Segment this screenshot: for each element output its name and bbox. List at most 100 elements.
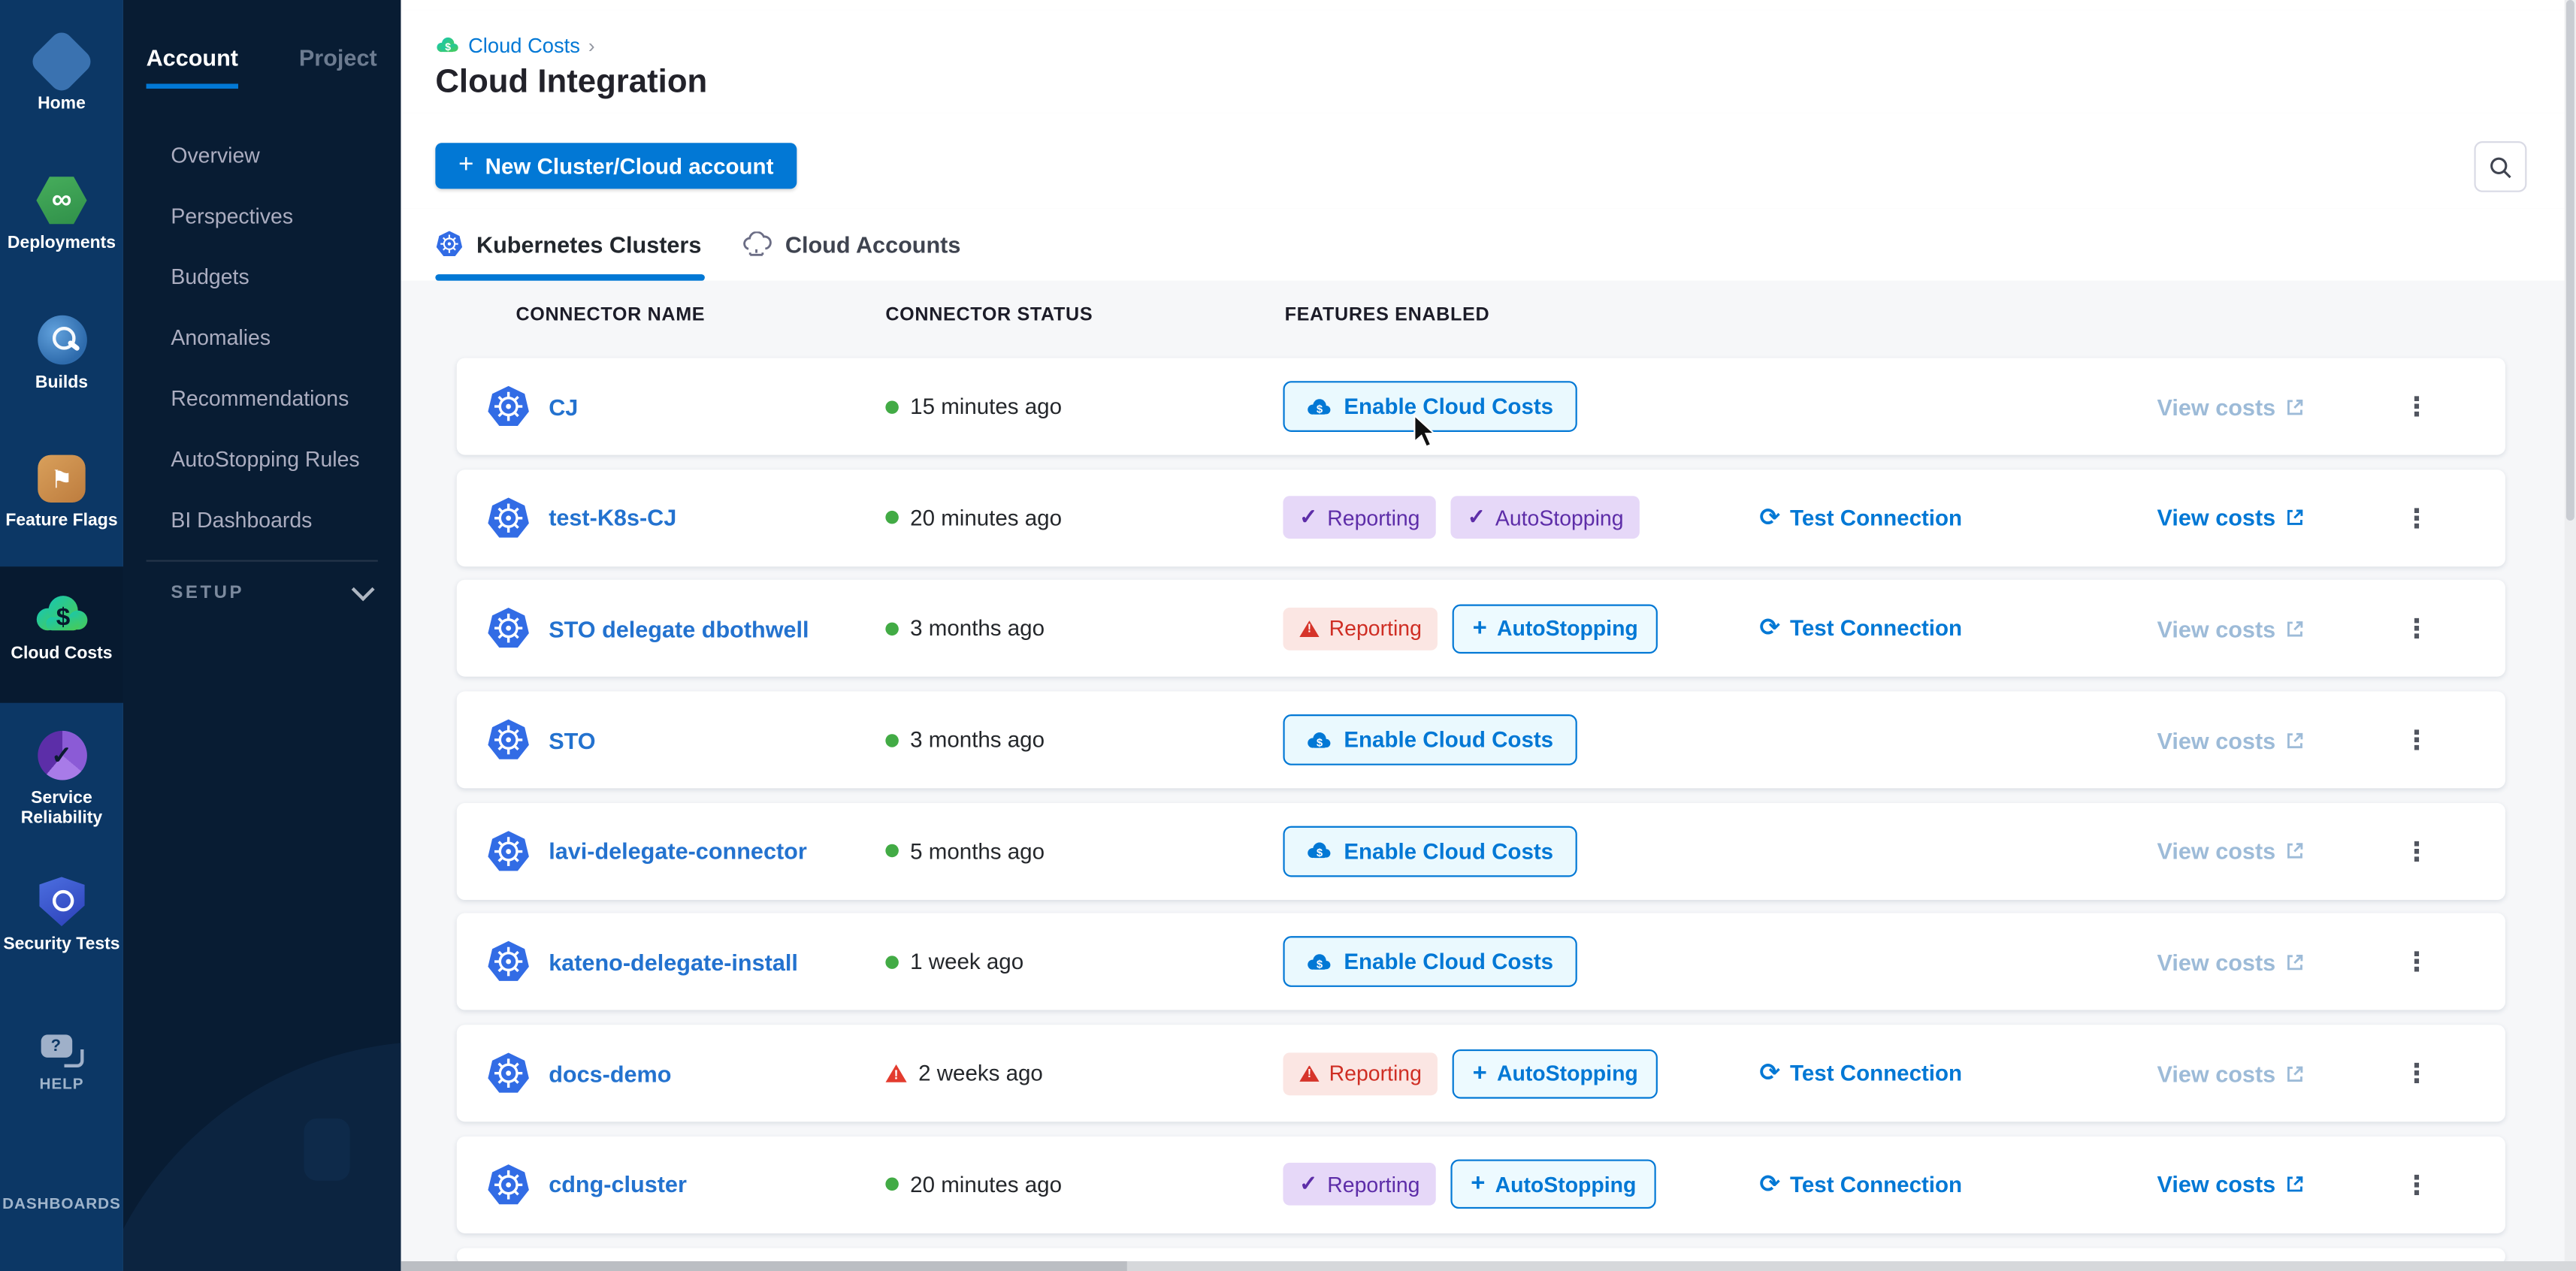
plus-icon: + — [458, 150, 474, 179]
view-costs-link[interactable]: View costs — [2157, 469, 2305, 566]
svg-text:$: $ — [1317, 959, 1323, 971]
add-autostopping-button[interactable]: + AutoStopping — [1453, 1049, 1658, 1098]
rail-label: HELP — [39, 1075, 84, 1094]
external-link-icon — [2287, 398, 2303, 415]
sidebar-item-builds[interactable]: Builds — [0, 315, 123, 393]
scope-tab-project[interactable]: Project — [298, 44, 377, 71]
test-connection-button[interactable]: ⟳ Test Connection — [1759, 469, 1962, 566]
rail-label: Home — [38, 93, 86, 113]
status-ok-icon — [885, 956, 899, 969]
search-button[interactable] — [2474, 141, 2527, 192]
check-icon: ✓ — [1299, 504, 1318, 530]
table-row[interactable]: docs-demo ! 2 weeks ago ! Reporting + Au… — [456, 1025, 2505, 1122]
nav-item-perspectives[interactable]: Perspectives — [171, 204, 294, 228]
vertical-scrollbar-thumb[interactable] — [2565, 0, 2574, 521]
connector-name-link[interactable]: lavi-delegate-connector — [549, 838, 807, 865]
service-reliability-icon — [37, 730, 86, 780]
view-costs-link[interactable]: View costs — [2157, 803, 2305, 900]
sidebar-item-home[interactable]: Home — [0, 28, 123, 113]
table-row[interactable]: cdng-cluster 20 minutes ago ✓ Reporting … — [456, 1136, 2505, 1233]
view-costs-link[interactable]: View costs — [2157, 1136, 2305, 1233]
scope-tab-account[interactable]: Account — [146, 44, 239, 89]
row-menu-button[interactable]: ⋮ — [2403, 692, 2429, 789]
sidebar-item-feature-flags[interactable]: ⚑ Feature Flags — [0, 454, 123, 530]
row-menu-button[interactable]: ⋮ — [2403, 469, 2429, 566]
enable-cloud-costs-button[interactable]: $ Enable Cloud Costs — [1283, 937, 1577, 988]
enable-cloud-costs-button[interactable]: $ Enable Cloud Costs — [1283, 381, 1577, 432]
test-connection-button[interactable]: ⟳ Test Connection — [1759, 1136, 1962, 1233]
kubernetes-connector-icon — [488, 830, 529, 871]
row-menu-button[interactable]: ⋮ — [2403, 358, 2429, 455]
connector-status: 5 months ago — [885, 803, 1045, 900]
tab-kubernetes-clusters[interactable]: Kubernetes Clusters — [435, 209, 701, 279]
nav-item-autostopping-rules[interactable]: AutoStopping Rules — [171, 446, 360, 472]
nav-item-overview[interactable]: Overview — [171, 143, 260, 168]
connector-name-link[interactable]: STO delegate dbothwell — [549, 615, 809, 642]
row-menu-button[interactable]: ⋮ — [2403, 581, 2429, 678]
builds-icon — [37, 315, 86, 365]
table-row[interactable]: test-K8s-CJ 20 minutes ago ✓ Reporting ✓… — [456, 469, 2505, 566]
status-text: 1 week ago — [910, 949, 1024, 975]
row-menu-button[interactable]: ⋮ — [2403, 913, 2429, 1010]
connector-name-link[interactable]: CJ — [549, 393, 579, 420]
view-costs-link[interactable]: View costs — [2157, 692, 2305, 789]
home-icon — [28, 28, 95, 95]
sidebar-item-help[interactable]: ? HELP — [0, 1034, 123, 1095]
row-menu-button[interactable]: ⋮ — [2403, 1136, 2429, 1233]
view-costs-link[interactable]: View costs — [2157, 358, 2305, 455]
view-costs-label: View costs — [2157, 1060, 2276, 1087]
connector-name-link[interactable]: test-K8s-CJ — [549, 504, 677, 531]
features-enabled: ! Reporting + AutoStopping — [1283, 1025, 1658, 1122]
chip-label: Reporting — [1327, 505, 1420, 530]
column-header: FEATURES ENABLED — [1284, 305, 1490, 325]
table-header: CONNECTOR NAME CONNECTOR STATUS FEATURES… — [400, 306, 2576, 339]
horizontal-scrollbar-thumb[interactable] — [400, 1261, 1126, 1271]
add-autostopping-button[interactable]: + AutoStopping — [1451, 1160, 1656, 1209]
sidebar-item-service-reliability[interactable]: Service Reliability — [0, 730, 123, 828]
table-row[interactable]: CJ 15 minutes ago $ Enable Cloud Costs V… — [456, 358, 2505, 455]
table-row-partial[interactable] — [456, 1247, 2505, 1264]
row-menu-button[interactable]: ⋮ — [2403, 803, 2429, 900]
enable-cloud-costs-button[interactable]: $ Enable Cloud Costs — [1283, 714, 1577, 765]
view-costs-link[interactable]: View costs — [2157, 581, 2305, 678]
table-row[interactable]: STO 3 months ago $ Enable Cloud Costs Vi… — [456, 691, 2505, 789]
security-tests-icon — [38, 877, 85, 927]
view-costs-link[interactable]: View costs — [2157, 1025, 2305, 1122]
connector-name-link[interactable]: cdng-cluster — [549, 1171, 687, 1198]
view-costs-link[interactable]: View costs — [2157, 913, 2305, 1010]
table-row[interactable]: STO delegate dbothwell 3 months ago ! Re… — [456, 580, 2505, 678]
connector-name-link[interactable]: docs-demo — [549, 1060, 672, 1087]
cloud-costs-breadcrumb-icon: $ — [437, 37, 458, 53]
error-icon: ! — [1299, 620, 1320, 637]
setup-section-toggle[interactable]: SETUP — [171, 578, 374, 602]
row-menu-button[interactable]: ⋮ — [2403, 1025, 2429, 1122]
breadcrumb-cloud-costs-link[interactable]: Cloud Costs — [468, 33, 580, 57]
new-cluster-cloud-account-button[interactable]: + New Cluster/Cloud account — [435, 143, 797, 189]
sidebar-item-security-tests[interactable]: Security Tests — [0, 877, 123, 954]
add-autostopping-button[interactable]: + AutoStopping — [1453, 604, 1658, 654]
test-connection-button[interactable]: ⟳ Test Connection — [1759, 1025, 1962, 1122]
tab-label: Cloud Accounts — [785, 231, 961, 258]
enable-cloud-costs-button[interactable]: $ Enable Cloud Costs — [1283, 826, 1577, 877]
nav-item-bi-dashboards[interactable]: BI Dashboards — [171, 507, 313, 533]
features-enabled: ✓ Reporting ✓ AutoStopping — [1283, 469, 1640, 566]
nav-item-recommendations[interactable]: Recommendations — [171, 385, 349, 411]
vertical-scrollbar[interactable] — [2563, 0, 2576, 1271]
horizontal-scrollbar[interactable] — [400, 1261, 2576, 1271]
table-row[interactable]: kateno-delegate-install 1 week ago $ Ena… — [456, 913, 2505, 1011]
test-connection-button[interactable]: ⟳ Test Connection — [1759, 581, 1962, 678]
svg-text:$: $ — [1317, 847, 1323, 859]
connector-name-link[interactable]: STO — [549, 726, 596, 753]
table-row[interactable]: lavi-delegate-connector 5 months ago $ E… — [456, 802, 2505, 900]
view-costs-label: View costs — [2157, 726, 2276, 753]
sidebar-item-cloud-costs[interactable]: $ Cloud Costs — [0, 593, 123, 663]
nav-item-anomalies[interactable]: Anomalies — [171, 325, 271, 350]
connector-name-link[interactable]: kateno-delegate-install — [549, 949, 798, 976]
external-link-icon — [2287, 509, 2303, 526]
reporting-chip: ✓ Reporting — [1283, 1163, 1437, 1206]
nav-item-budgets[interactable]: Budgets — [171, 264, 249, 289]
sidebar-item-dashboards[interactable]: DASHBOARDS — [0, 1155, 123, 1215]
tab-cloud-accounts[interactable]: Cloud Accounts — [741, 209, 961, 279]
sidebar-item-deployments[interactable]: ∞ Deployments — [0, 176, 123, 253]
kubernetes-connector-icon — [488, 941, 529, 982]
